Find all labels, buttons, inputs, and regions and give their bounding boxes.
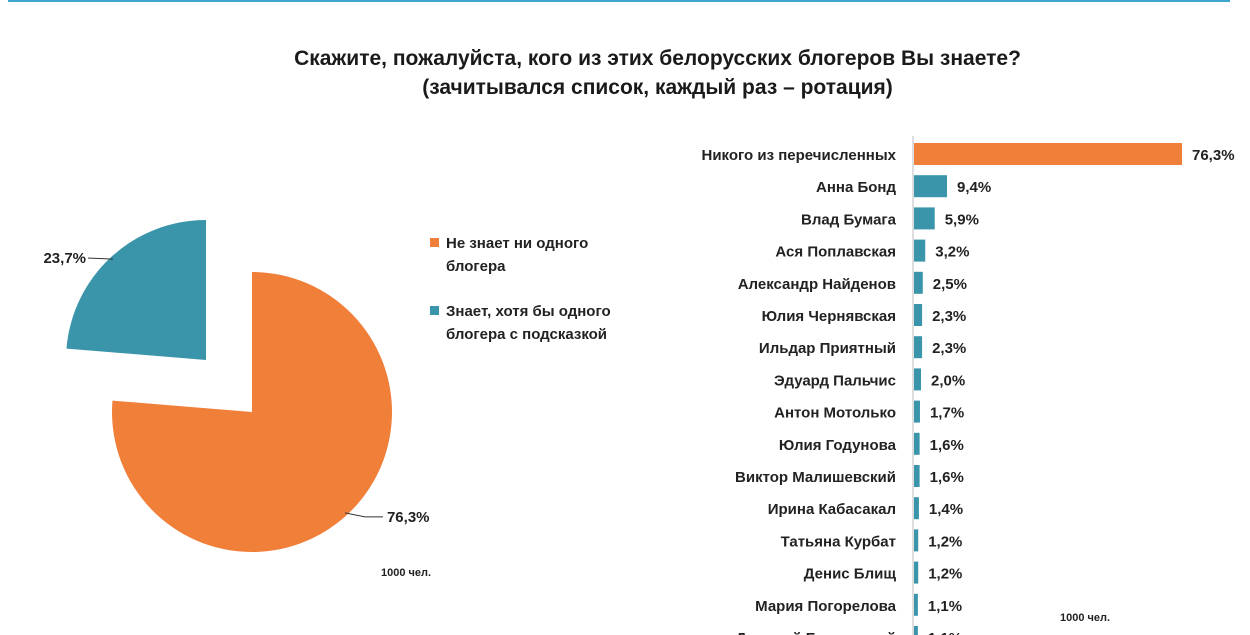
title-line-1: Скажите, пожалуйста, кого из этих белору… <box>294 47 1021 70</box>
bar-category-label: Антон Мотолько <box>774 405 896 422</box>
pie-leader-line <box>88 257 114 260</box>
bar <box>914 626 918 635</box>
bar-category-label: Ася Поплавская <box>775 244 896 261</box>
bar-value-label: 2,3% <box>932 308 966 325</box>
bar-value-label: 76,3% <box>1192 147 1235 164</box>
bar-category-label: Никого из перечисленных <box>701 147 896 164</box>
chart-title: Скажите, пожалуйста, кого из этих белору… <box>0 44 1250 102</box>
pie-leader-line <box>344 512 383 518</box>
pie-slice <box>111 272 392 552</box>
legend-item-knows-one: Знает, хотя бы одного блогера с подсказк… <box>430 300 660 346</box>
bar-value-label: 1,1% <box>928 598 962 615</box>
bar-category-label: Денис Блищ <box>804 566 897 583</box>
legend-label-line: блогера <box>446 258 506 275</box>
bar-category-label: Влад Бумага <box>801 211 897 228</box>
bar <box>914 175 948 198</box>
bar-value-label: 1,2% <box>928 533 962 550</box>
bar-category-label: Виктор Малишевский <box>735 469 896 486</box>
legend-label-line: Знает, хотя бы одного <box>446 303 611 320</box>
bar-sample-note: 1000 чел. <box>1060 612 1111 624</box>
bar <box>914 497 919 520</box>
bar <box>914 271 923 294</box>
bar <box>914 336 923 359</box>
top-accent-line <box>8 0 1230 2</box>
title-line-2: (зачитывался список, каждый раз – ротаци… <box>422 76 893 99</box>
bar-value-label: 9,4% <box>957 179 991 196</box>
legend-label-line: блогера с подсказкой <box>446 326 608 343</box>
pie-sample-note: 1000 чел. <box>381 567 432 579</box>
bar <box>914 207 935 230</box>
bar-value-label: 1,4% <box>929 501 963 518</box>
bar-category-label: Мария Погорелова <box>755 598 897 615</box>
bar <box>914 400 920 423</box>
bar <box>914 561 919 584</box>
bar-category-label: Ирина Кабасакал <box>768 501 896 518</box>
pie-value-label: 23,7% <box>43 250 86 267</box>
bar-value-label: 2,3% <box>932 340 966 357</box>
bar-category-label: Александр Найденов <box>738 276 896 293</box>
bar-value-label: 2,5% <box>933 276 967 293</box>
bar-chart: Никого из перечисленных 76,3% Анна Бонд 9,4… <box>701 136 1235 635</box>
legend-swatch-teal <box>430 306 439 315</box>
bar-category-label: Юлия Годунова <box>779 437 897 454</box>
bar <box>914 143 1182 165</box>
bar <box>914 368 922 391</box>
pie-legend: Не знает ни одного блогера Знает, хотя б… <box>430 232 660 368</box>
bar <box>914 465 920 487</box>
legend-item-not-know: Не знает ни одного блогера <box>430 232 660 278</box>
pie-chart: 76,3% 23,7% <box>43 220 430 552</box>
legend-swatch-orange <box>430 238 439 247</box>
bar-category-label: Юлия Чернявская <box>762 308 896 325</box>
bar-value-label: 3,2% <box>935 244 969 261</box>
bar-value-label: 1,6% <box>930 469 964 486</box>
bar-category-label: Татьяна Курбат <box>781 533 896 550</box>
bar-category-label: Ильдар Приятный <box>759 340 896 357</box>
bar <box>914 529 919 552</box>
bar-value-label: 1,1% <box>928 630 962 635</box>
bar <box>914 239 926 262</box>
bar <box>914 593 918 616</box>
bar <box>914 304 923 326</box>
bar-category-label: Эдуард Пальчис <box>774 372 896 389</box>
bar <box>914 432 920 455</box>
bar-category-label: Анна Бонд <box>816 179 896 196</box>
bar-value-label: 1,2% <box>928 566 962 583</box>
bar-value-label: 1,6% <box>930 437 964 454</box>
legend-label-line: Не знает ни одного <box>446 235 589 252</box>
bar-category-label: Дмитрий Бражевский <box>736 630 896 635</box>
pie-value-label: 76,3% <box>387 509 430 526</box>
bar-value-label: 1,7% <box>930 405 964 422</box>
bar-value-label: 2,0% <box>931 372 965 389</box>
pie-slice <box>66 220 206 360</box>
bar-value-label: 5,9% <box>945 211 979 228</box>
